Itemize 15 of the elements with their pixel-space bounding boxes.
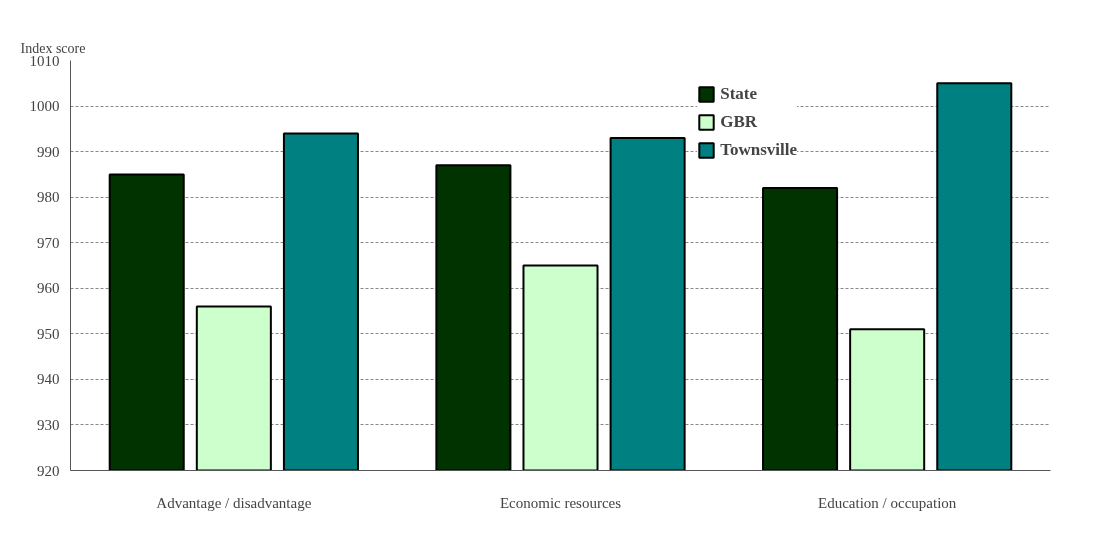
legend-label: GBR xyxy=(720,112,758,132)
y-tick-label: 980 xyxy=(37,189,60,206)
y-tick-label: 930 xyxy=(37,416,60,433)
x-tick-label: Economic resources xyxy=(499,494,622,511)
y-tick-label: 950 xyxy=(37,325,60,342)
y-tick-label: 970 xyxy=(37,234,60,251)
legend-label: State xyxy=(720,84,758,104)
y-tick-label: 990 xyxy=(37,143,60,160)
x-tick-label: Education / occupation xyxy=(818,494,957,511)
y-tick-label: 960 xyxy=(37,280,60,297)
x-tick-label: Advantage / disadvantage xyxy=(156,494,312,511)
y-tick-label: 920 xyxy=(37,462,60,479)
y-tick-label: 1000 xyxy=(29,98,60,115)
legend-label: Townsville xyxy=(720,140,798,160)
y-tick-label: 940 xyxy=(37,371,60,388)
